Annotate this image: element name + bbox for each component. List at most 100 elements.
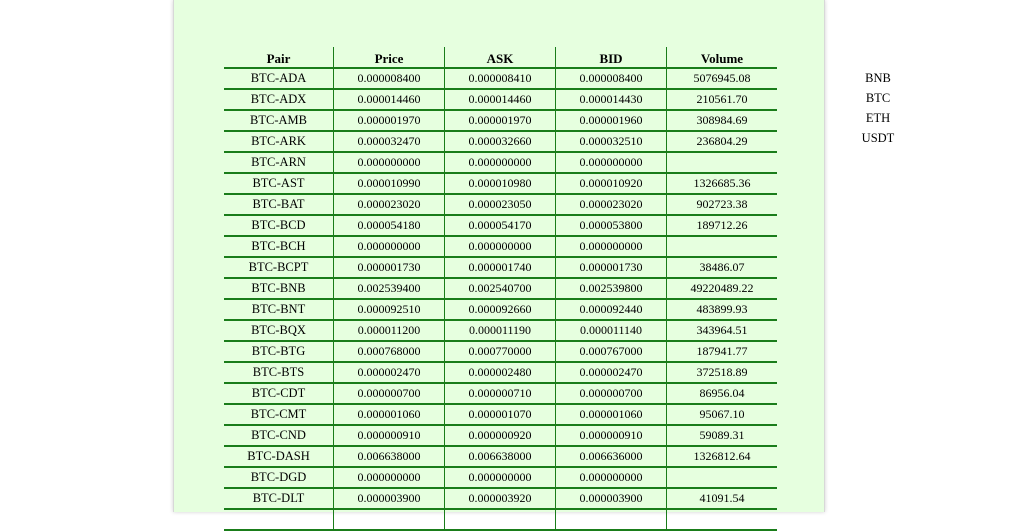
table-row[interactable]: BTC-BNB 0.002539400 0.002540700 0.002539800… xyxy=(224,278,777,300)
volume-cell: 49220489.22 xyxy=(666,278,777,300)
table-row[interactable]: BTC-BAT 0.000023020 0.000023050 0.000023020… xyxy=(224,194,777,216)
volume-cell: 86956.04 xyxy=(666,383,777,405)
pair-cell: BTC-BTS xyxy=(224,362,334,384)
price-cell: 0.000002470 xyxy=(333,362,445,384)
volume-cell: 236804.29 xyxy=(666,131,777,153)
table-row[interactable]: BTC-BTS 0.000002470 0.000002480 0.000002470… xyxy=(224,362,777,384)
ask-cell: 0.000001740 xyxy=(444,257,556,279)
market-table-body: BTC-ADA 0.000008400 0.000008410 0.000008400… xyxy=(224,68,777,531)
market-item-eth[interactable]: ETH xyxy=(865,111,891,125)
volume-cell: 5076945.08 xyxy=(666,68,777,90)
ask-cell: 0.000770000 xyxy=(444,341,556,363)
column-header-price[interactable]: Price xyxy=(333,47,445,69)
market-selector-list: BNB BTC ETH USDT xyxy=(848,69,908,149)
volume-cell: 187941.77 xyxy=(666,341,777,363)
pair-cell: BTC-ARK xyxy=(224,131,334,153)
market-item-bnb[interactable]: BNB xyxy=(865,71,891,85)
bid-cell: 0.000000000 xyxy=(555,467,667,489)
pair-cell: BTC-AST xyxy=(224,173,334,195)
pair-cell: BTC-ADA xyxy=(224,68,334,90)
ask-cell: 0.000010980 xyxy=(444,173,556,195)
ask-cell: 0.000023050 xyxy=(444,194,556,216)
pair-cell: BTC-BCD xyxy=(224,215,334,237)
volume-cell: 308984.69 xyxy=(666,110,777,132)
table-row[interactable]: BTC-BQX 0.000011200 0.000011190 0.000011140… xyxy=(224,320,777,342)
table-row[interactable]: BTC-DGD 0.000000000 0.000000000 0.000000000 xyxy=(224,467,777,489)
table-row[interactable]: BTC-DLT 0.000003900 0.000003920 0.000003900… xyxy=(224,488,777,510)
ask-cell: 0.000011190 xyxy=(444,320,556,342)
bid-cell: 0.000000000 xyxy=(555,236,667,258)
table-row[interactable]: BTC-ADX 0.000014460 0.000014460 0.000014430… xyxy=(224,89,777,111)
price-cell: 0.000014460 xyxy=(333,89,445,111)
column-header-bid[interactable]: BID xyxy=(555,47,667,69)
market-item-usdt[interactable]: USDT xyxy=(861,131,895,145)
table-row[interactable]: BTC-ARK 0.000032470 0.000032660 0.000032510… xyxy=(224,131,777,153)
pair-cell: BTC-BQX xyxy=(224,320,334,342)
pair-cell: BTC-BNT xyxy=(224,299,334,321)
volume-cell: 1326685.36 xyxy=(666,173,777,195)
bid-cell: 0.000000700 xyxy=(555,383,667,405)
ask-cell xyxy=(444,509,556,531)
bid-cell: 0.000001060 xyxy=(555,404,667,426)
table-row[interactable]: BTC-BNT 0.000092510 0.000092660 0.000092440… xyxy=(224,299,777,321)
table-row[interactable]: BTC-BCD 0.000054180 0.000054170 0.000053800… xyxy=(224,215,777,237)
market-item-btc[interactable]: BTC xyxy=(865,91,891,105)
pair-cell: BTC-BAT xyxy=(224,194,334,216)
pair-cell: BTC-CND xyxy=(224,425,334,447)
price-cell: 0.000011200 xyxy=(333,320,445,342)
volume-cell: 902723.38 xyxy=(666,194,777,216)
table-row[interactable]: BTC-BCH 0.000000000 0.000000000 0.000000000 xyxy=(224,236,777,258)
pair-cell xyxy=(224,509,334,531)
bid-cell xyxy=(555,509,667,531)
table-row[interactable]: BTC-CND 0.000000910 0.000000920 0.000000910… xyxy=(224,425,777,447)
volume-cell xyxy=(666,152,777,174)
bid-cell: 0.006636000 xyxy=(555,446,667,468)
table-row[interactable] xyxy=(224,509,777,531)
table-header-row: Pair Price ASK BID Volume xyxy=(224,47,777,69)
ask-cell: 0.000000000 xyxy=(444,152,556,174)
ask-cell: 0.000008410 xyxy=(444,68,556,90)
price-cell: 0.000023020 xyxy=(333,194,445,216)
price-cell: 0.002539400 xyxy=(333,278,445,300)
column-header-ask[interactable]: ASK xyxy=(444,47,556,69)
column-header-pair[interactable]: Pair xyxy=(224,47,334,69)
pair-cell: BTC-ARN xyxy=(224,152,334,174)
table-row[interactable]: BTC-BTG 0.000768000 0.000770000 0.000767000… xyxy=(224,341,777,363)
bid-cell: 0.000014430 xyxy=(555,89,667,111)
bid-cell: 0.000010920 xyxy=(555,173,667,195)
ask-cell: 0.000092660 xyxy=(444,299,556,321)
table-row[interactable]: BTC-AMB 0.000001970 0.000001970 0.000001960… xyxy=(224,110,777,132)
pair-cell: BTC-DLT xyxy=(224,488,334,510)
table-row[interactable]: BTC-CDT 0.000000700 0.000000710 0.000000700… xyxy=(224,383,777,405)
pair-cell: BTC-DASH xyxy=(224,446,334,468)
pair-cell: BTC-CMT xyxy=(224,404,334,426)
volume-cell xyxy=(666,467,777,489)
ask-cell: 0.000000000 xyxy=(444,236,556,258)
bid-cell: 0.000001960 xyxy=(555,110,667,132)
table-row[interactable]: BTC-ARN 0.000000000 0.000000000 0.000000000 xyxy=(224,152,777,174)
table-row[interactable]: BTC-BCPT 0.000001730 0.000001740 0.00000173… xyxy=(224,257,777,279)
price-cell: 0.000000000 xyxy=(333,467,445,489)
pair-cell: BTC-CDT xyxy=(224,383,334,405)
ask-cell: 0.000002480 xyxy=(444,362,556,384)
table-row[interactable]: BTC-ADA 0.000008400 0.000008410 0.000008400… xyxy=(224,68,777,90)
ask-cell: 0.000003920 xyxy=(444,488,556,510)
pair-cell: BTC-BNB xyxy=(224,278,334,300)
price-cell: 0.006638000 xyxy=(333,446,445,468)
column-header-volume[interactable]: Volume xyxy=(666,47,777,69)
bid-cell: 0.000000000 xyxy=(555,152,667,174)
table-row[interactable]: BTC-CMT 0.000001060 0.000001070 0.000001060… xyxy=(224,404,777,426)
volume-cell: 343964.51 xyxy=(666,320,777,342)
bid-cell: 0.000003900 xyxy=(555,488,667,510)
ask-cell: 0.000000000 xyxy=(444,467,556,489)
table-row[interactable]: BTC-DASH 0.006638000 0.006638000 0.00663600… xyxy=(224,446,777,468)
volume-cell: 210561.70 xyxy=(666,89,777,111)
volume-cell: 41091.54 xyxy=(666,488,777,510)
bid-cell: 0.000767000 xyxy=(555,341,667,363)
bid-cell: 0.000002470 xyxy=(555,362,667,384)
volume-cell: 1326812.64 xyxy=(666,446,777,468)
price-cell: 0.000000700 xyxy=(333,383,445,405)
price-cell: 0.000000910 xyxy=(333,425,445,447)
table-row[interactable]: BTC-AST 0.000010990 0.000010980 0.000010920… xyxy=(224,173,777,195)
price-cell: 0.000054180 xyxy=(333,215,445,237)
